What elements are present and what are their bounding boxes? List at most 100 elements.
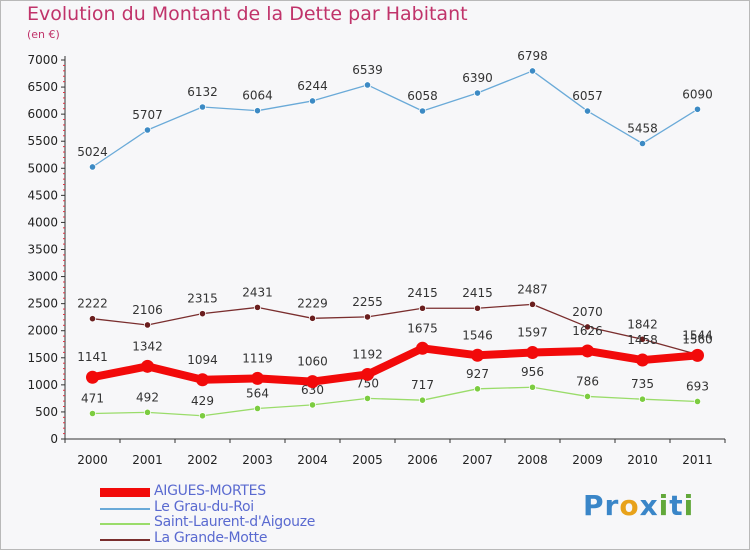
- data-label: 2315: [187, 292, 218, 306]
- data-label: 5458: [627, 121, 658, 135]
- data-label: 1626: [572, 324, 603, 338]
- legend-label: La Grande-Motte: [154, 530, 268, 546]
- data-point: [141, 359, 154, 373]
- series-line: [91, 344, 698, 386]
- data-point: [198, 310, 207, 318]
- data-point: [473, 385, 482, 393]
- data-point: [583, 107, 592, 115]
- x-tick-label: 2004: [297, 453, 328, 467]
- y-tick-label: 1500: [27, 351, 58, 365]
- y-tick-label: 500: [35, 405, 58, 419]
- x-tick-label: 2000: [77, 453, 108, 467]
- data-label: 2229: [297, 296, 328, 310]
- data-point: [583, 323, 592, 331]
- data-point: [638, 139, 647, 148]
- data-point: [306, 375, 319, 389]
- data-point: [88, 315, 97, 323]
- data-label: 717: [411, 378, 434, 392]
- data-label: 564: [246, 386, 269, 400]
- x-tick-label: 2010: [627, 453, 658, 467]
- data-label: 927: [466, 367, 489, 381]
- data-label: 6539: [352, 63, 383, 77]
- legend-swatch: [100, 539, 150, 541]
- data-point: [308, 314, 317, 322]
- legend-swatch: [100, 508, 150, 510]
- data-label: 1675: [407, 321, 438, 335]
- data-point: [198, 103, 207, 111]
- data-point: [418, 107, 427, 115]
- x-tick-label: 2001: [132, 453, 163, 467]
- y-tick-label: 2500: [27, 297, 58, 311]
- y-tick-label: 5500: [27, 134, 58, 148]
- data-label: 1597: [517, 326, 548, 340]
- data-point: [253, 107, 262, 115]
- x-tick-label: 2011: [682, 453, 713, 467]
- legend-label: Le Grau-du-Roi: [154, 499, 254, 515]
- y-tick-label: 4500: [27, 188, 58, 202]
- data-point: [471, 348, 484, 362]
- x-tick-label: 2009: [572, 453, 603, 467]
- x-tick-label: 2003: [242, 453, 273, 467]
- data-point: [418, 304, 427, 312]
- legend-item-le-grau-du-roi[interactable]: Le Grau-du-Roi: [100, 499, 340, 517]
- data-point: [693, 397, 702, 406]
- data-label: 6090: [682, 87, 713, 101]
- data-point: [143, 408, 152, 416]
- x-tick-label: 2006: [407, 453, 438, 467]
- data-label: 2070: [572, 305, 603, 319]
- x-tick-label: 2007: [462, 453, 493, 467]
- data-point: [363, 81, 372, 89]
- data-point: [308, 401, 317, 409]
- y-tick-label: 0: [50, 432, 58, 446]
- data-label: 6798: [517, 49, 548, 63]
- series-line: [92, 70, 698, 168]
- data-label: 6058: [407, 89, 438, 103]
- data-label: 6390: [462, 71, 493, 85]
- legend-item-aigues-mortes[interactable]: AIGUES-MORTES: [100, 483, 340, 501]
- y-tick-label: 6000: [27, 107, 58, 121]
- logo-letter: r: [604, 489, 620, 522]
- data-point: [361, 367, 374, 381]
- data-label: 1842: [627, 317, 658, 331]
- x-tick-label: 2005: [352, 453, 383, 467]
- logo-letter: i: [683, 489, 695, 522]
- data-label: 5024: [77, 145, 108, 159]
- data-point: [581, 344, 594, 358]
- data-point: [198, 412, 207, 420]
- data-point: [528, 383, 537, 391]
- data-label: 1544: [682, 328, 713, 342]
- data-point: [88, 409, 97, 418]
- x-tick-label: 2002: [187, 453, 218, 467]
- y-tick-label: 2000: [27, 324, 58, 338]
- data-label: 429: [191, 394, 214, 408]
- data-point: [691, 348, 704, 362]
- data-label: 1560: [682, 333, 713, 347]
- data-point: [473, 89, 482, 97]
- legend-swatch: [100, 523, 150, 525]
- data-label: 2415: [462, 286, 493, 300]
- data-label: 1060: [297, 355, 328, 369]
- logo-letter: o: [619, 489, 640, 522]
- data-point: [693, 105, 702, 113]
- data-point: [418, 396, 427, 404]
- data-label: 956: [521, 365, 544, 379]
- data-label: 6064: [242, 89, 273, 103]
- data-label: 1342: [132, 339, 163, 353]
- data-label: 5707: [132, 108, 163, 122]
- data-point: [528, 67, 537, 75]
- data-label: 2431: [242, 285, 273, 299]
- data-point: [253, 303, 262, 311]
- y-tick-label: 7000: [27, 53, 58, 67]
- data-label: 2255: [352, 295, 383, 309]
- x-tick-label: 2008: [517, 453, 548, 467]
- data-label: 1546: [462, 328, 493, 342]
- legend-item-saint-laurent-d-aigouze[interactable]: Saint-Laurent-d'Aigouze: [100, 514, 340, 532]
- data-point: [638, 335, 647, 343]
- data-point: [638, 395, 647, 403]
- data-label: 693: [686, 379, 709, 393]
- data-label: 492: [136, 390, 159, 404]
- legend-item-la-grande-motte[interactable]: La Grande-Motte: [100, 530, 340, 548]
- data-label: 2106: [132, 303, 163, 317]
